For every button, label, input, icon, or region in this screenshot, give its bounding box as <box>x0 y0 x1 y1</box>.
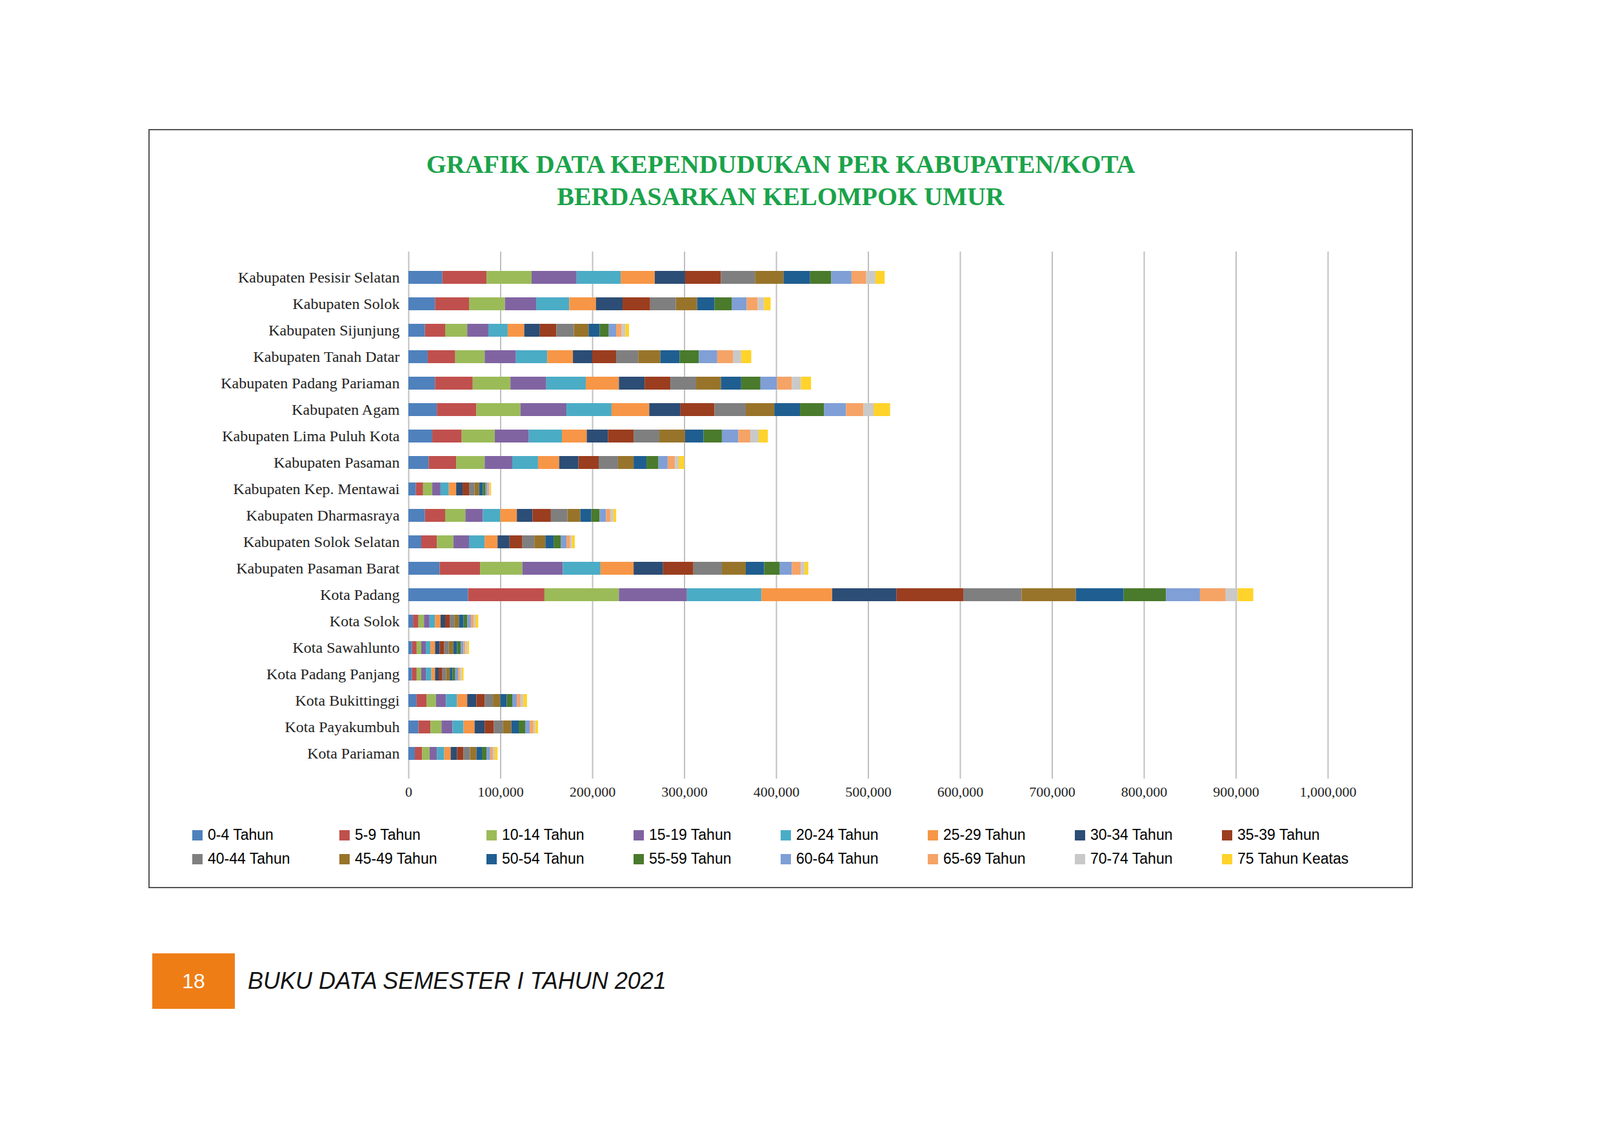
html-text:50-54 Tahun: 50-54 Tahun <box>501 850 585 868</box>
svg-text:Kabupaten Sijunjung: Kabupaten Sijunjung <box>268 321 400 339</box>
svg-text:1,000,000: 1,000,000 <box>1299 783 1357 800</box>
svg-text:0: 0 <box>405 783 413 800</box>
html-text:0-4 Tahun: 0-4 Tahun <box>207 826 274 844</box>
html-text:30-34 Tahun: 30-34 Tahun <box>1090 826 1173 844</box>
html-text:60-64 Tahun: 60-64 Tahun <box>796 850 879 868</box>
svg-text:Kota Padang Panjang: Kota Padang Panjang <box>265 665 400 683</box>
svg-text:Kabupaten Pasaman: Kabupaten Pasaman <box>273 454 400 471</box>
html-text:15-19 Tahun: 15-19 Tahun <box>649 826 732 844</box>
svg-text:Kabupaten Dharmasraya: Kabupaten Dharmasraya <box>245 507 400 524</box>
svg-text:Kota Sawahlunto: Kota Sawahlunto <box>292 639 400 657</box>
svg-text:Kota Bukittinggi: Kota Bukittinggi <box>294 692 400 710</box>
html-text:20-24 Tahun: 20-24 Tahun <box>796 826 879 844</box>
svg-text:100,000: 100,000 <box>477 783 524 800</box>
html-text:BERDASARKAN KELOMPOK UMUR: BERDASARKAN KELOMPOK UMUR <box>556 181 1005 211</box>
svg-text:Kota Padang: Kota Padang <box>320 586 400 604</box>
svg-text:900,000: 900,000 <box>1212 783 1260 800</box>
svg-text:Kabupaten Solok Selatan: Kabupaten Solok Selatan <box>242 533 400 551</box>
html-text:10-14 Tahun: 10-14 Tahun <box>501 826 585 844</box>
html-text:75 Tahun Keatas: 75 Tahun Keatas <box>1237 850 1349 868</box>
svg-text:300,000: 300,000 <box>661 783 708 800</box>
svg-text:Kabupaten Pasaman Barat: Kabupaten Pasaman Barat <box>236 560 400 577</box>
svg-text:500,000: 500,000 <box>845 783 892 800</box>
svg-text:800,000: 800,000 <box>1120 783 1168 800</box>
svg-text:Kabupaten Pesisir Selatan: Kabupaten Pesisir Selatan <box>237 269 400 286</box>
svg-text:600,000: 600,000 <box>936 783 984 800</box>
html-text:55-59 Tahun: 55-59 Tahun <box>649 850 732 868</box>
svg-text:Kabupaten Kep. Mentawai: Kabupaten Kep. Mentawai <box>232 480 400 498</box>
svg-text:Kabupaten Padang Pariaman: Kabupaten Padang Pariaman <box>220 374 400 392</box>
svg-text:Kabupaten Tanah Datar: Kabupaten Tanah Datar <box>252 348 400 366</box>
svg-text:Kabupaten Solok: Kabupaten Solok <box>292 295 400 313</box>
html-text:65-69 Tahun: 65-69 Tahun <box>943 850 1026 868</box>
html-text:BUKU DATA SEMESTER I TAHUN 202: BUKU DATA SEMESTER I TAHUN 2021 <box>247 967 667 995</box>
html-text:GRAFIK DATA KEPENDUDUKAN PER K: GRAFIK DATA KEPENDUDUKAN PER KABUPATEN/K… <box>426 149 1136 179</box>
html-text:40-44 Tahun: 40-44 Tahun <box>207 850 290 868</box>
svg-text:Kabupaten Agam: Kabupaten Agam <box>291 401 400 419</box>
html-text:45-49 Tahun: 45-49 Tahun <box>354 850 438 868</box>
html-text:35-39 Tahun: 35-39 Tahun <box>1237 826 1320 844</box>
svg-text:Kota Payakumbuh: Kota Payakumbuh <box>284 718 400 736</box>
html-text:5-9 Tahun: 5-9 Tahun <box>354 826 421 844</box>
svg-text:Kota Pariaman: Kota Pariaman <box>307 745 400 762</box>
svg-text:400,000: 400,000 <box>752 783 800 800</box>
html-text:70-74 Tahun: 70-74 Tahun <box>1090 850 1173 868</box>
svg-text:700,000: 700,000 <box>1029 783 1076 800</box>
svg-text:Kabupaten Lima Puluh Kota: Kabupaten Lima Puluh Kota <box>221 427 400 445</box>
html-text:25-29 Tahun: 25-29 Tahun <box>943 826 1026 844</box>
html-text:18: 18 <box>182 969 206 993</box>
svg-text:Kota Solok: Kota Solok <box>329 612 400 630</box>
svg-text:200,000: 200,000 <box>569 783 616 800</box>
